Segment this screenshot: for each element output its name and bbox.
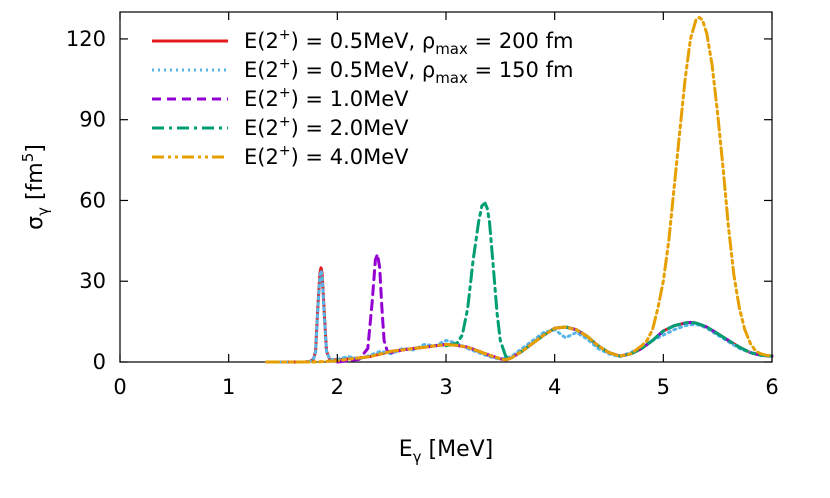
y-axis-label: σγ [fm5]: [19, 144, 52, 230]
legend: E(2+) = 0.5MeV, ρmax = 200 fmE(2+) = 0.5…: [152, 27, 573, 169]
y-tick-label-4: 120: [66, 27, 106, 51]
legend-label-4: E(2+) = 4.0MeV: [244, 143, 409, 169]
legend-label-1: E(2+) = 0.5MeV, ρmax = 150 fm: [244, 56, 573, 87]
legend-label-3: E(2+) = 2.0MeV: [244, 114, 409, 140]
y-tick-label-1: 30: [79, 269, 106, 293]
x-tick-label-6: 6: [765, 375, 778, 399]
x-tick-label-1: 1: [222, 375, 235, 399]
x-tick-label-2: 2: [331, 375, 344, 399]
y-tick-label-2: 60: [79, 188, 106, 212]
y-tick-label-3: 90: [79, 108, 106, 132]
x-tick-label-5: 5: [657, 375, 670, 399]
legend-label-0: E(2+) = 0.5MeV, ρmax = 200 fm: [244, 27, 573, 58]
x-tick-label-3: 3: [439, 375, 452, 399]
legend-label-2: E(2+) = 1.0MeV: [244, 85, 409, 111]
series-line-3: [444, 201, 774, 360]
x-tick-label-0: 0: [113, 375, 126, 399]
x-axis-label: Eγ [MeV]: [399, 437, 494, 466]
y-tick-label-0: 0: [93, 350, 106, 374]
series-line-2: [335, 252, 774, 364]
series-line-1: [265, 269, 774, 364]
x-tick-label-4: 4: [548, 375, 561, 399]
series-line-0: [265, 266, 774, 364]
series-layer: [265, 15, 774, 364]
series-line-4: [265, 15, 774, 364]
